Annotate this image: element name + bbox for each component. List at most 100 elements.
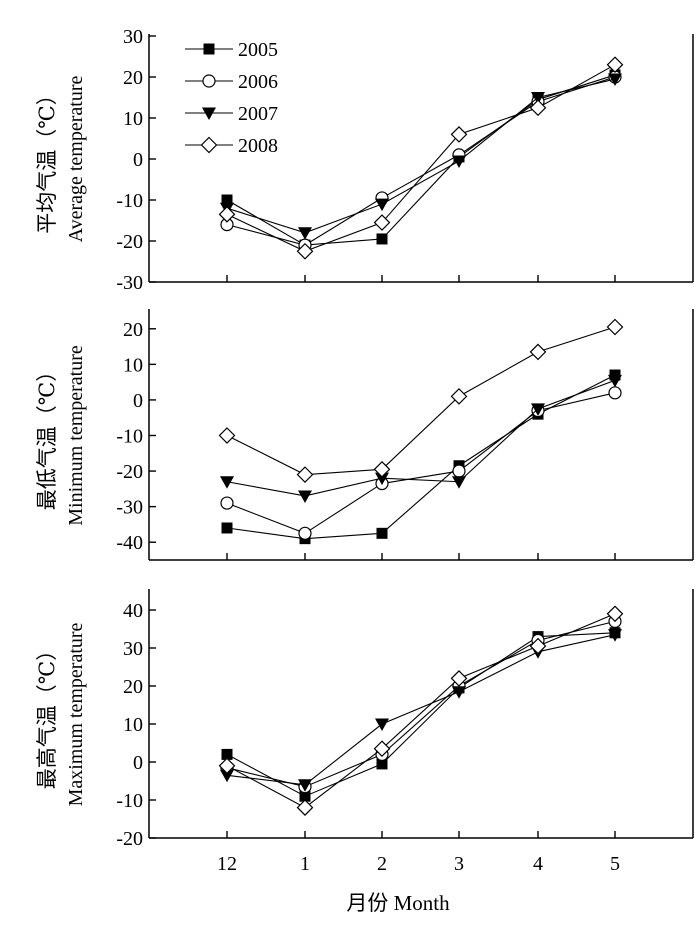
data-point-2007 bbox=[608, 374, 622, 388]
series-line-2005 bbox=[226, 74, 616, 246]
series-line-2006 bbox=[226, 76, 616, 246]
legend-marker-2007 bbox=[202, 107, 216, 120]
y-tick-label: -20 bbox=[116, 828, 143, 850]
y-tick-label: 40 bbox=[123, 600, 143, 622]
series-2007 bbox=[220, 374, 622, 503]
series-line-2005 bbox=[226, 374, 616, 540]
data-point-2007 bbox=[375, 718, 389, 731]
data-point-2008 bbox=[450, 388, 468, 405]
data-point-2008 bbox=[296, 242, 314, 260]
data-point-2007 bbox=[608, 73, 622, 87]
panel-1: -30 -20 -10 0 10 20 30 平均气温（℃） Average temperatu… bbox=[35, 26, 694, 294]
data-point-2007 bbox=[452, 686, 466, 699]
legend-label: 2008 bbox=[238, 135, 278, 157]
series-2008 bbox=[218, 318, 624, 483]
data-point-2006 bbox=[608, 386, 622, 400]
y-axis-title-en: Minimum temperature bbox=[65, 345, 87, 526]
data-point-2008 bbox=[296, 466, 314, 483]
data-point-2008 bbox=[218, 427, 236, 444]
data-point-2008 bbox=[450, 670, 468, 687]
series-2008 bbox=[218, 605, 624, 816]
series-2006 bbox=[220, 70, 622, 252]
data-point-2007 bbox=[220, 476, 234, 489]
data-point-2008 bbox=[529, 99, 547, 117]
y-tick-label: 0 bbox=[133, 149, 143, 171]
y-tick-label: 20 bbox=[123, 67, 143, 89]
legend-item-2007: 2007 bbox=[185, 103, 278, 125]
data-point-2006 bbox=[298, 526, 312, 540]
data-point-2008 bbox=[218, 206, 236, 223]
legend-item-2005: 2005 bbox=[185, 39, 278, 61]
y-tick-label: 20 bbox=[123, 319, 143, 341]
panel-3: -20 -10 0 10 20 30 40 最高气温（℃） Maximum temperatur… bbox=[35, 589, 694, 850]
series-2005 bbox=[221, 69, 621, 251]
data-point-2008 bbox=[529, 343, 547, 361]
y-tick-label: -10 bbox=[116, 426, 143, 448]
x-tick-label: 2 bbox=[377, 853, 387, 875]
y-tick-label: 30 bbox=[123, 638, 143, 660]
data-point-2005 bbox=[221, 522, 233, 534]
y-tick-label: 10 bbox=[123, 108, 143, 130]
data-point-2007 bbox=[298, 490, 312, 503]
data-point-2006 bbox=[220, 496, 234, 510]
data-point-2008 bbox=[373, 740, 391, 758]
series-line-2006 bbox=[226, 620, 616, 788]
legend-item-2006: 2006 bbox=[185, 71, 278, 93]
data-point-2008 bbox=[373, 460, 391, 478]
series-2005 bbox=[221, 369, 621, 545]
legend-label: 2006 bbox=[238, 71, 278, 93]
x-tick-label: 4 bbox=[533, 853, 543, 875]
x-tick-label: 12 bbox=[217, 853, 237, 875]
y-tick-label: -10 bbox=[116, 790, 143, 812]
legend-item-2008: 2008 bbox=[185, 135, 278, 157]
data-point-2008 bbox=[529, 637, 547, 655]
y-axis-title-en: Average temperature bbox=[65, 76, 87, 243]
legend-marker-2005 bbox=[203, 43, 215, 55]
data-point-2005 bbox=[376, 527, 388, 539]
data-point-2005 bbox=[376, 233, 388, 245]
series-2008 bbox=[218, 56, 624, 260]
legend: 2005 2006 2007 2008 bbox=[185, 39, 278, 157]
legend-marker-2008 bbox=[200, 136, 218, 154]
data-point-2005 bbox=[221, 748, 233, 760]
data-point-2008 bbox=[450, 126, 468, 143]
series-line-2007 bbox=[226, 634, 616, 786]
y-tick-label: -20 bbox=[116, 231, 143, 253]
series-line-2007 bbox=[226, 379, 616, 497]
y-tick-label: -30 bbox=[116, 497, 143, 519]
data-point-2007 bbox=[298, 779, 312, 792]
series-line-2005 bbox=[226, 632, 616, 797]
data-point-2005 bbox=[221, 194, 233, 206]
y-tick-label: 10 bbox=[123, 714, 143, 736]
legend-label: 2005 bbox=[238, 39, 278, 61]
series-2007 bbox=[220, 73, 622, 240]
series-line-2008 bbox=[226, 326, 616, 476]
y-tick-label: -10 bbox=[116, 190, 143, 212]
y-tick-label: 0 bbox=[133, 752, 143, 774]
series-line-2007 bbox=[226, 78, 616, 234]
series-2007 bbox=[220, 629, 622, 792]
legend-label: 2007 bbox=[238, 103, 278, 125]
series-2005 bbox=[221, 627, 621, 802]
y-tick-label: -20 bbox=[116, 461, 143, 483]
data-point-2005 bbox=[299, 790, 311, 802]
data-point-2008 bbox=[296, 799, 314, 816]
data-point-2008 bbox=[606, 56, 624, 74]
x-tick-label: 5 bbox=[610, 853, 620, 875]
series-line-2008 bbox=[226, 613, 616, 809]
data-point-2007 bbox=[531, 92, 545, 105]
data-point-2008 bbox=[606, 318, 624, 336]
data-point-2008 bbox=[218, 757, 236, 775]
series-line-2006 bbox=[226, 392, 616, 534]
series-2006 bbox=[220, 614, 622, 794]
panel-2: -40 -30 -20 -10 0 10 20 最低气温（℃） Minimum temperat… bbox=[35, 309, 694, 561]
data-point-2007 bbox=[608, 629, 622, 642]
chart-panels: -30 -20 -10 0 10 20 30 平均气温（℃） Average temperatu… bbox=[35, 26, 694, 850]
y-axis-title-cn: 最低气温（℃） bbox=[35, 361, 59, 511]
y-tick-label: -40 bbox=[116, 532, 143, 554]
y-tick-label: 0 bbox=[133, 390, 143, 412]
data-point-2008 bbox=[606, 605, 624, 623]
data-point-2007 bbox=[375, 198, 389, 212]
data-point-2006 bbox=[452, 464, 466, 478]
